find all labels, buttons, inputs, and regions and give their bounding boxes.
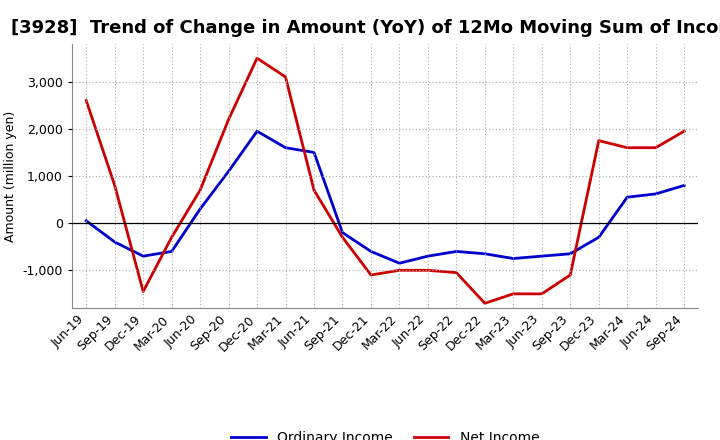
- Line: Net Income: Net Income: [86, 58, 684, 303]
- Ordinary Income: [282, 145, 290, 150]
- Net Income: [82, 98, 91, 103]
- Ordinary Income: [480, 251, 489, 257]
- Net Income: [310, 187, 318, 193]
- Ordinary Income: [537, 253, 546, 259]
- Net Income: [480, 301, 489, 306]
- Ordinary Income: [566, 251, 575, 257]
- Ordinary Income: [423, 253, 432, 259]
- Net Income: [652, 145, 660, 150]
- Net Income: [366, 272, 375, 278]
- Net Income: [537, 291, 546, 297]
- Ordinary Income: [196, 206, 204, 212]
- Net Income: [623, 145, 631, 150]
- Net Income: [595, 138, 603, 143]
- Net Income: [139, 289, 148, 294]
- Ordinary Income: [139, 253, 148, 259]
- Ordinary Income: [338, 230, 347, 235]
- Ordinary Income: [452, 249, 461, 254]
- Legend: Ordinary Income, Net Income: Ordinary Income, Net Income: [225, 426, 545, 440]
- Ordinary Income: [110, 239, 119, 245]
- Net Income: [423, 268, 432, 273]
- Net Income: [566, 272, 575, 278]
- Ordinary Income: [253, 128, 261, 134]
- Title: [3928]  Trend of Change in Amount (YoY) of 12Mo Moving Sum of Incomes: [3928] Trend of Change in Amount (YoY) o…: [11, 19, 720, 37]
- Ordinary Income: [366, 249, 375, 254]
- Ordinary Income: [509, 256, 518, 261]
- Net Income: [196, 187, 204, 193]
- Ordinary Income: [652, 191, 660, 197]
- Ordinary Income: [595, 235, 603, 240]
- Net Income: [452, 270, 461, 275]
- Net Income: [110, 183, 119, 188]
- Net Income: [253, 55, 261, 61]
- Ordinary Income: [395, 260, 404, 266]
- Ordinary Income: [680, 183, 688, 188]
- Net Income: [282, 74, 290, 80]
- Net Income: [338, 235, 347, 240]
- Net Income: [680, 128, 688, 134]
- Ordinary Income: [167, 249, 176, 254]
- Net Income: [167, 235, 176, 240]
- Ordinary Income: [82, 218, 91, 224]
- Net Income: [509, 291, 518, 297]
- Line: Ordinary Income: Ordinary Income: [86, 131, 684, 263]
- Ordinary Income: [225, 169, 233, 174]
- Net Income: [225, 117, 233, 122]
- Y-axis label: Amount (million yen): Amount (million yen): [4, 110, 17, 242]
- Ordinary Income: [623, 194, 631, 200]
- Ordinary Income: [310, 150, 318, 155]
- Net Income: [395, 268, 404, 273]
